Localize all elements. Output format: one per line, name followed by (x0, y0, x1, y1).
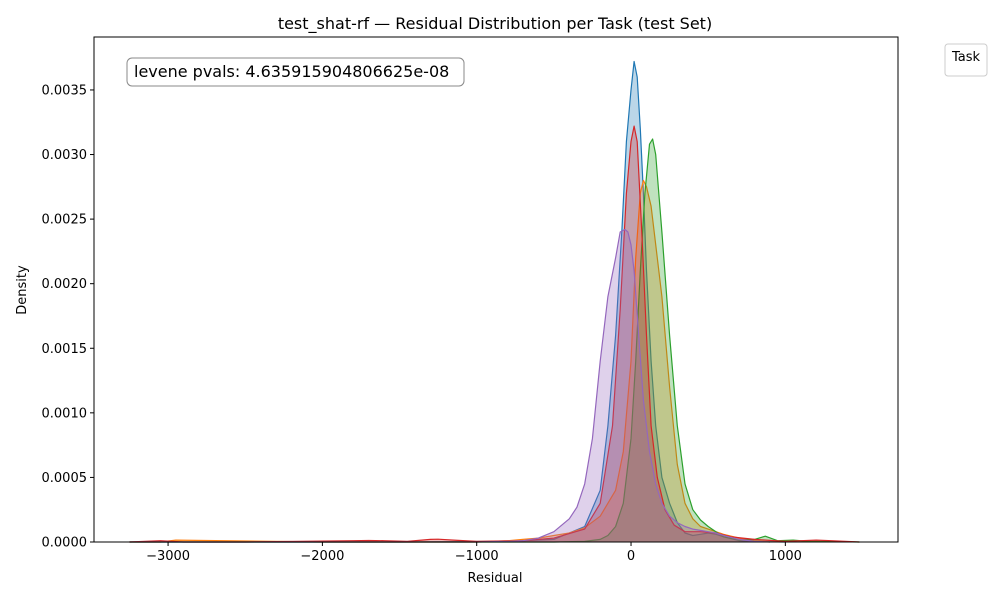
density-line-4 (129, 125, 860, 543)
y-tick-label: 0.0000 (42, 536, 88, 551)
x-tick-label: 1000 (769, 549, 802, 564)
x-axis: −3000 −2000 −1000 0 1000 (146, 542, 802, 564)
x-tick-label: 0 (627, 549, 635, 564)
y-tick-label: 0.0025 (42, 213, 88, 228)
annotation-box: levene pvals: 4.635915904806625e-08 (126, 57, 465, 87)
y-axis: 0.0000 0.0005 0.0010 0.0015 0.0020 0.0025 0.00… (42, 83, 94, 551)
x-tick-label: −3000 (146, 549, 190, 564)
density-area-2 (129, 180, 770, 542)
density-series-layer (129, 60, 860, 543)
density-area-5 (129, 229, 770, 542)
x-axis-label: Residual (468, 571, 523, 586)
density-line-1 (129, 60, 786, 543)
plot-frame (93, 36, 899, 543)
y-tick-label: 0.0005 (42, 471, 88, 486)
legend: Task (944, 43, 988, 77)
x-tick-label: −2000 (300, 549, 344, 564)
y-tick-label: 0.0030 (42, 148, 88, 163)
legend-title: Task (951, 50, 981, 65)
x-tick-label: −1000 (455, 549, 499, 564)
density-area-4 (129, 126, 860, 542)
y-tick-label: 0.0015 (42, 342, 88, 357)
density-line-5 (129, 228, 770, 543)
y-tick-label: 0.0010 (42, 406, 88, 421)
density-area-1 (129, 61, 786, 542)
y-tick-label: 0.0020 (42, 277, 88, 292)
chart-title: test_shat-rf — Residual Distribution per… (278, 14, 712, 34)
density-area-3 (129, 139, 860, 542)
y-tick-label: 0.0035 (42, 83, 88, 98)
y-axis-label: Density (15, 265, 30, 315)
density-line-3 (129, 138, 860, 543)
levene-pvalue-annotation: levene pvals: 4.635915904806625e-08 (134, 62, 449, 81)
